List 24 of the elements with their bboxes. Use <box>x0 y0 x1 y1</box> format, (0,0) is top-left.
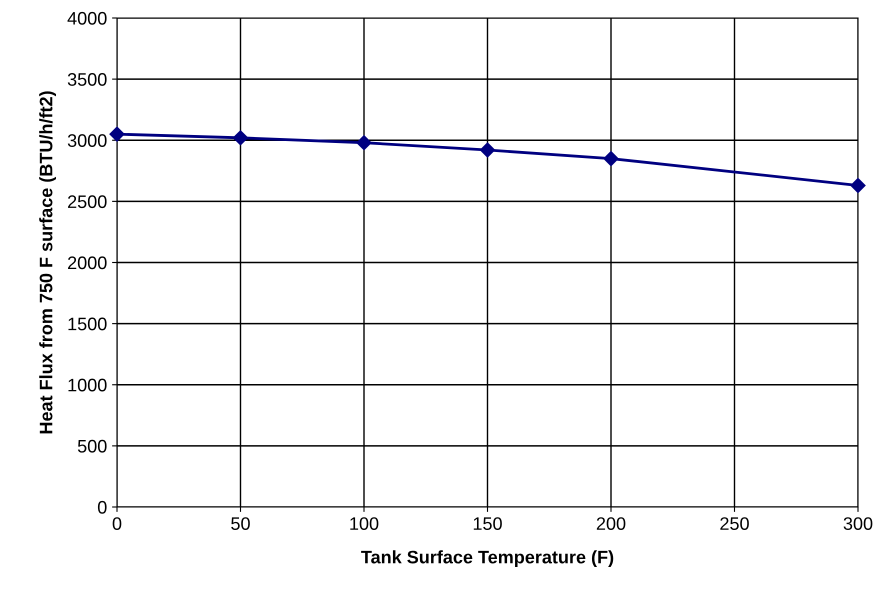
point <box>603 151 619 166</box>
y-tick-label: 1000 <box>68 378 107 392</box>
y-axis-title: Heat Flux from 750 F surface (BTU/h/ft2) <box>39 91 56 434</box>
x-tick-label: 0 <box>112 517 122 530</box>
x-tick-label: 200 <box>596 517 626 530</box>
y-tick-label: 2000 <box>68 256 107 270</box>
x-axis-title: Tank Surface Temperature (F) <box>361 550 614 568</box>
y-tick-label: 3500 <box>68 73 107 86</box>
point <box>109 126 125 142</box>
point <box>356 135 372 150</box>
point <box>850 178 866 194</box>
point <box>232 130 248 146</box>
y-tick-label: 1500 <box>68 318 107 330</box>
y-tick-label: 0 <box>98 500 107 514</box>
point <box>480 142 496 158</box>
y-tick-label: 2500 <box>68 195 107 208</box>
y-tick-label: 4000 <box>68 12 107 25</box>
x-tick-label: 300 <box>844 517 872 530</box>
y-tick-label: 3000 <box>68 134 107 147</box>
x-tick-label: 100 <box>350 517 378 530</box>
x-tick-label: 50 <box>231 517 250 530</box>
x-tick-label: 250 <box>720 517 749 530</box>
y-tick-label: 500 <box>78 440 107 453</box>
x-tick-label: 150 <box>474 517 502 530</box>
